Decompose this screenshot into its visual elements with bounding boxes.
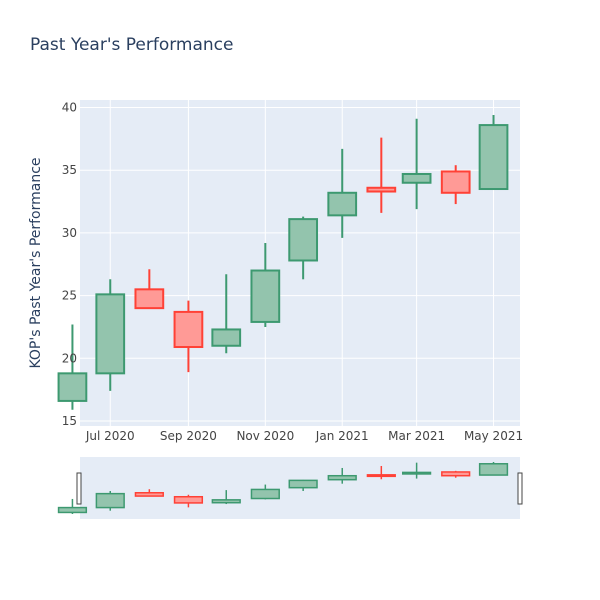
slider-candle-body xyxy=(134,492,164,497)
candle-body xyxy=(250,269,281,323)
x-tick-label: Jul 2020 xyxy=(85,429,135,443)
x-tick-label: Jan 2021 xyxy=(315,429,369,443)
candle-body xyxy=(95,293,126,375)
candle[interactable] xyxy=(366,137,397,213)
plot-area xyxy=(80,100,520,426)
x-tick-label: Mar 2021 xyxy=(388,429,445,443)
y-axis-title: KOP's Past Year's Performance xyxy=(28,157,44,368)
range-slider-preview xyxy=(57,462,509,514)
slider-candle-body xyxy=(327,474,357,481)
slider-candle-body xyxy=(441,471,471,477)
slider-candle xyxy=(288,479,318,491)
candle-body xyxy=(401,172,432,184)
slider-candle xyxy=(57,498,88,514)
y-tick-label: 35 xyxy=(62,163,77,177)
slider-candle-body xyxy=(250,488,280,500)
slider-candle xyxy=(366,465,396,480)
candle[interactable] xyxy=(250,242,281,327)
candle[interactable] xyxy=(57,324,88,410)
candle[interactable] xyxy=(134,269,165,310)
slider-candle-body xyxy=(57,506,88,514)
x-tick-label: May 2021 xyxy=(464,429,523,443)
y-tick-label: 25 xyxy=(62,289,77,303)
candle[interactable] xyxy=(401,118,432,210)
candle-body xyxy=(57,372,88,402)
x-tick-label: Nov 2020 xyxy=(236,429,294,443)
candle[interactable] xyxy=(440,165,471,205)
candle[interactable] xyxy=(173,300,204,373)
candle-body xyxy=(366,186,397,193)
y-tick-label: 20 xyxy=(62,351,77,365)
range-slider-right-handle[interactable] xyxy=(517,472,523,505)
slider-candle-body xyxy=(211,499,241,504)
chart-title: Past Year's Performance xyxy=(30,35,234,55)
candle[interactable] xyxy=(478,115,509,191)
slider-candle xyxy=(211,490,241,505)
candle-body xyxy=(288,218,319,262)
slider-candle xyxy=(327,467,357,484)
slider-candle-body xyxy=(173,495,204,504)
y-tick-label: 30 xyxy=(62,226,77,240)
candle-body xyxy=(173,310,204,349)
candle-body xyxy=(440,170,471,194)
slider-candle xyxy=(441,470,471,478)
x-tick-label: Sep 2020 xyxy=(160,429,217,443)
candle-body xyxy=(134,288,165,310)
slider-candle-body xyxy=(478,463,509,476)
slider-candle xyxy=(250,484,280,500)
candlestick-series xyxy=(57,115,509,410)
candle[interactable] xyxy=(327,148,358,238)
y-axis: 15 20 25 30 35 40 xyxy=(62,101,77,428)
slider-candle-body xyxy=(402,471,432,475)
slider-candle xyxy=(95,490,125,511)
slider-candle-body xyxy=(288,479,318,489)
candle-body xyxy=(211,328,242,347)
candle-body xyxy=(327,191,358,217)
candle[interactable] xyxy=(95,279,126,391)
slider-candle xyxy=(173,494,204,508)
y-tick-label: 40 xyxy=(62,101,77,115)
range-slider-left-handle[interactable] xyxy=(76,472,82,505)
slider-candle xyxy=(402,462,432,479)
slider-candle xyxy=(134,489,164,497)
candle[interactable] xyxy=(288,216,319,280)
x-axis: Jul 2020 Sep 2020 Nov 2020 Jan 2021 Mar 2021… xyxy=(85,429,523,443)
candle[interactable] xyxy=(211,274,242,354)
slider-candle xyxy=(478,462,509,476)
candle-body xyxy=(478,124,509,191)
slider-candle-body xyxy=(366,474,396,478)
slider-candle-body xyxy=(95,492,125,509)
y-tick-label: 15 xyxy=(62,414,77,428)
